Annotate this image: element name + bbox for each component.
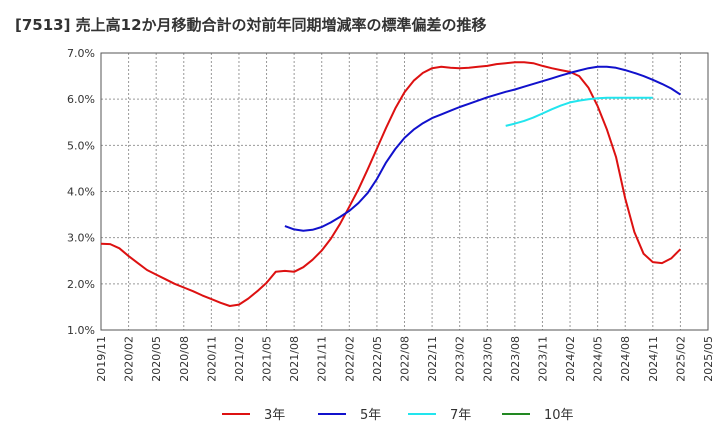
x-tick-label: 2021/02	[233, 336, 246, 382]
x-tick-label: 2023/02	[454, 336, 467, 382]
legend-item: 5年	[318, 408, 381, 423]
x-tick-label: 2025/05	[702, 336, 715, 382]
y-tick-label: 1.0%	[67, 324, 95, 337]
legend-label: 10年	[544, 408, 574, 423]
y-tick-label: 6.0%	[67, 93, 95, 106]
y-tick-label: 7.0%	[67, 47, 95, 60]
x-tick-label: 2023/05	[481, 336, 494, 382]
x-tick-label: 2020/05	[150, 336, 163, 382]
legend-label: 3年	[264, 408, 285, 423]
chart-title: [7513] 売上高12か月移動合計の対前年同期増減率の標準偏差の推移	[15, 16, 487, 34]
legend-label: 7年	[450, 408, 471, 423]
legend: 3年 5年 7年 10年	[222, 408, 574, 423]
x-tick-label: 2024/08	[619, 336, 632, 382]
legend-item: 3年	[222, 408, 285, 423]
x-tick-label: 2021/11	[316, 336, 329, 382]
series-line-1	[284, 65, 681, 232]
y-tick-label: 4.0%	[67, 186, 95, 199]
x-tick-label: 2024/11	[647, 336, 660, 382]
x-tick-label: 2020/08	[178, 336, 191, 382]
x-axis-ticks: 2019/11 2020/02 2020/05 2020/08 2020/11 2021/…	[95, 336, 715, 382]
x-tick-label: 2021/08	[288, 336, 301, 382]
grid	[101, 53, 708, 330]
y-tick-label: 3.0%	[67, 232, 95, 245]
x-tick-label: 2022/08	[399, 336, 412, 382]
plot-frame	[100, 52, 709, 331]
x-tick-label: 2024/02	[564, 336, 577, 382]
y-tick-label: 2.0%	[67, 278, 95, 291]
y-tick-label: 5.0%	[67, 139, 95, 152]
legend-item: 10年	[502, 408, 574, 423]
x-tick-label: 2019/11	[95, 336, 108, 382]
x-tick-label: 2023/08	[509, 336, 522, 382]
legend-item: 7年	[408, 408, 471, 423]
x-tick-label: 2022/05	[371, 336, 384, 382]
x-tick-label: 2020/11	[205, 336, 218, 382]
legend-label: 5年	[360, 408, 381, 423]
series-line-2	[505, 96, 653, 127]
x-tick-label: 2025/02	[674, 336, 687, 382]
x-tick-label: 2020/02	[123, 336, 136, 382]
series-line-0	[100, 61, 682, 307]
x-tick-label: 2021/05	[261, 336, 274, 382]
x-tick-label: 2024/05	[592, 336, 605, 382]
series-lines	[100, 61, 682, 307]
x-tick-label: 2022/11	[426, 336, 439, 382]
x-tick-label: 2023/11	[536, 336, 549, 382]
y-axis-ticks: 1.0% 2.0% 3.0% 4.0% 5.0% 6.0% 7.0%	[67, 47, 95, 337]
x-tick-label: 2022/02	[343, 336, 356, 382]
